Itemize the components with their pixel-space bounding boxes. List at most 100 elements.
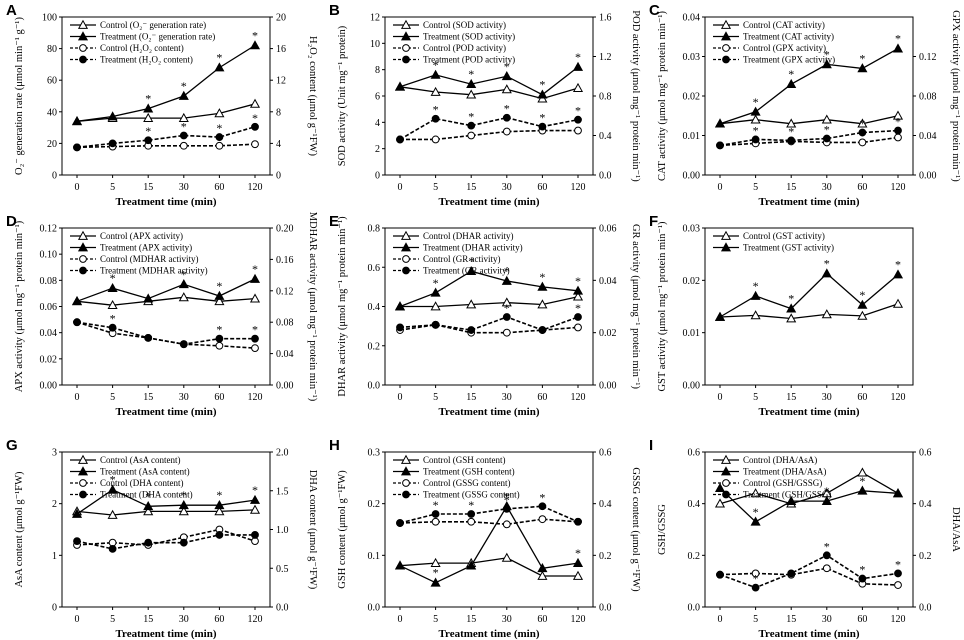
panel-letter: D bbox=[6, 213, 17, 230]
series-1 bbox=[714, 467, 904, 508]
data-point bbox=[394, 560, 406, 570]
significance-star: * bbox=[433, 103, 439, 117]
legend-label: Control (CAT activity) bbox=[743, 20, 825, 30]
x-tick-label: 120 bbox=[571, 392, 586, 403]
series-3 bbox=[73, 140, 259, 152]
data-point bbox=[71, 116, 83, 126]
y2-tick-label: 4 bbox=[276, 139, 281, 150]
y-axis-title: O₂⁻ generation rate (μmol min⁻¹ g⁻¹) bbox=[14, 17, 25, 175]
data-point bbox=[431, 114, 440, 123]
data-point bbox=[214, 296, 225, 306]
significance-star: * bbox=[468, 67, 474, 81]
x-tick-label: 15 bbox=[143, 182, 153, 193]
y-tick-label: 4 bbox=[375, 118, 380, 129]
significance-star: * bbox=[575, 274, 581, 288]
y-tick-label: 8 bbox=[375, 65, 380, 76]
y-tick-label: 3 bbox=[52, 448, 57, 459]
significance-star: * bbox=[216, 488, 222, 502]
panel-letter: F bbox=[649, 213, 658, 230]
data-point bbox=[431, 517, 440, 526]
significance-star: * bbox=[145, 489, 151, 503]
y-axis-title: GST activity (μmol mg⁻¹ protein min⁻¹) bbox=[657, 221, 668, 392]
significance-star: * bbox=[504, 301, 510, 315]
series-1 bbox=[394, 291, 584, 311]
data-point bbox=[466, 89, 477, 99]
legend-label: Treatment (GR activity) bbox=[423, 266, 510, 276]
data-point bbox=[822, 134, 831, 143]
x-tick-label: 60 bbox=[537, 182, 547, 193]
x-axis-title: Treatment time (min) bbox=[115, 628, 216, 640]
data-point bbox=[249, 40, 261, 50]
data-point bbox=[821, 268, 832, 278]
data-point bbox=[178, 499, 189, 510]
data-point bbox=[71, 296, 83, 306]
x-tick-label: 60 bbox=[537, 614, 547, 625]
data-point bbox=[537, 281, 548, 291]
data-point bbox=[892, 269, 904, 279]
data-point bbox=[467, 326, 476, 334]
y-tick-label: 0.0 bbox=[688, 603, 701, 614]
y2-tick-label: 0.20 bbox=[276, 224, 294, 235]
x-tick-label: 60 bbox=[857, 392, 867, 403]
y-tick-label: 0.04 bbox=[40, 328, 58, 339]
data-point bbox=[574, 323, 582, 332]
significance-star: * bbox=[753, 279, 759, 293]
data-point bbox=[787, 136, 796, 145]
y2-axis-title: DHA/AsA bbox=[950, 507, 961, 552]
data-point bbox=[178, 279, 189, 289]
series-line bbox=[76, 534, 255, 550]
series-line bbox=[76, 509, 256, 516]
data-point bbox=[73, 537, 81, 546]
panel-d: D 0 5 15 30 60 120 Treatment time (min) 0.00 0.02… bbox=[6, 212, 318, 418]
series-2: * * * * * bbox=[394, 254, 584, 311]
y2-tick-label: 1.6 bbox=[599, 13, 612, 24]
y-tick-label: 0.8 bbox=[368, 224, 381, 235]
x-tick-label: 15 bbox=[786, 392, 796, 403]
data-point bbox=[894, 133, 902, 142]
series-2: * * * * * bbox=[714, 257, 904, 321]
data-point bbox=[537, 563, 548, 573]
data-point bbox=[786, 495, 797, 505]
y-tick-label: 60 bbox=[47, 76, 57, 87]
data-point bbox=[108, 139, 117, 148]
y2-tick-label: 0.0 bbox=[599, 171, 612, 182]
series-2: * * * * bbox=[71, 262, 261, 306]
legend-label: Treatment (DHA/AsA) bbox=[743, 467, 826, 477]
data-point bbox=[179, 131, 188, 140]
legend-label: Control (MDHAR activity) bbox=[100, 254, 199, 264]
data-point bbox=[750, 114, 761, 124]
series-line bbox=[400, 129, 578, 141]
data-point bbox=[396, 323, 404, 332]
data-point bbox=[178, 90, 189, 100]
data-point bbox=[143, 293, 154, 303]
legend-label: Treatment (AsA content) bbox=[100, 467, 190, 477]
data-point bbox=[501, 71, 512, 81]
x-tick-label: 5 bbox=[753, 182, 758, 193]
y2-tick-label: 1.2 bbox=[599, 52, 612, 63]
data-point bbox=[467, 517, 476, 526]
y2-tick-label: 0.5 bbox=[276, 564, 289, 575]
data-point bbox=[249, 98, 261, 108]
data-point bbox=[214, 290, 225, 300]
data-point bbox=[750, 290, 761, 300]
data-point bbox=[251, 344, 259, 353]
y2-axis-title: POD activity (μmol mg⁻¹ protein min⁻¹) bbox=[630, 10, 641, 182]
series-line bbox=[399, 323, 579, 334]
significance-star: * bbox=[216, 279, 222, 293]
y2-tick-label: 0.6 bbox=[919, 448, 932, 459]
y-tick-label: 0.4 bbox=[688, 499, 701, 510]
significance-star: * bbox=[468, 498, 474, 512]
y-tick-label: 0.00 bbox=[683, 381, 701, 392]
legend-marker bbox=[402, 479, 410, 487]
series-1 bbox=[71, 504, 261, 519]
data-point bbox=[143, 112, 154, 122]
legend-label: Treatment (H₂O₂ content) bbox=[100, 55, 193, 65]
y2-tick-label: 0.04 bbox=[276, 349, 294, 360]
y-tick-label: 0.02 bbox=[40, 354, 58, 365]
legend-label: Treatment (POD activity) bbox=[423, 55, 515, 65]
significance-star: * bbox=[859, 51, 865, 65]
series-4: * * * bbox=[73, 312, 259, 349]
legend-label: Treatment (CAT activity) bbox=[743, 32, 834, 42]
legend: Control (DHAR activity) Treatment (DHAR a… bbox=[393, 230, 523, 276]
